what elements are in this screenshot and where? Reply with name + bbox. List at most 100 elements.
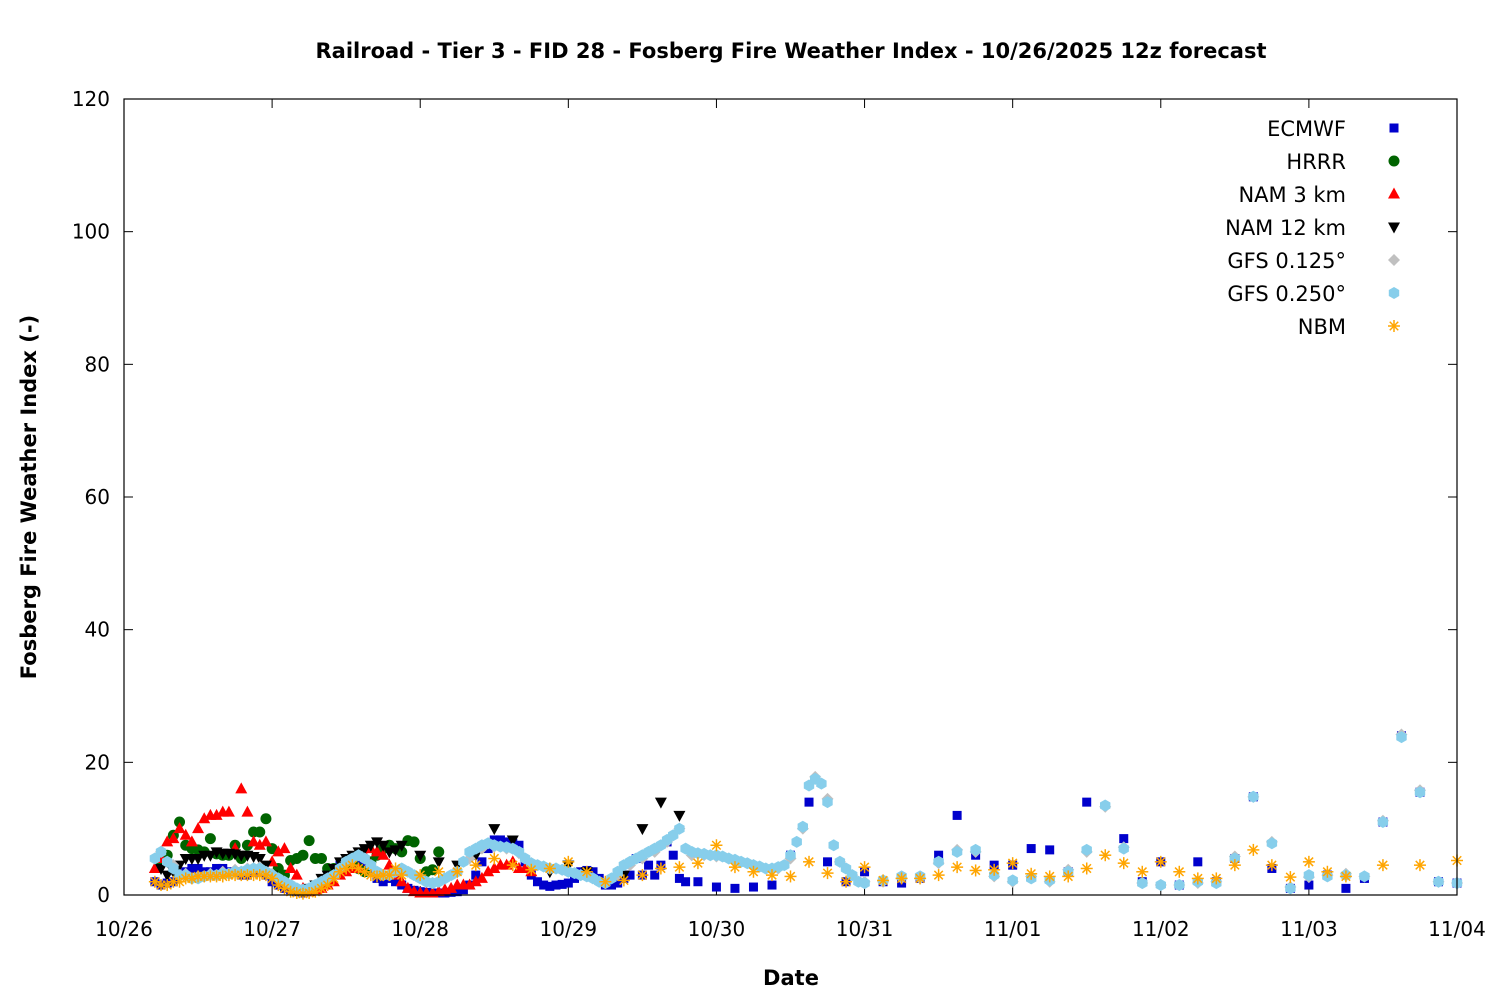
data-point [475, 871, 488, 883]
data-point [654, 797, 667, 809]
data-point [673, 810, 686, 822]
data-point [1228, 859, 1241, 872]
data-point [1100, 799, 1111, 812]
y-tick-label: 100 [72, 220, 110, 244]
data-point [495, 835, 505, 845]
data-point [1413, 859, 1426, 872]
y-tick-label: 120 [72, 87, 110, 111]
y-tick-label: 80 [85, 352, 110, 376]
data-point [765, 869, 778, 882]
data-point [204, 850, 217, 862]
data-point [352, 862, 365, 875]
data-point [445, 881, 458, 893]
x-tick-label: 10/31 [836, 917, 894, 941]
chart-title: Railroad - Tier 3 - FID 28 - Fosberg Fir… [315, 39, 1266, 63]
data-point [395, 869, 408, 882]
data-point [599, 875, 612, 888]
legend-marker [1389, 123, 1399, 133]
data-point [235, 782, 248, 794]
legend-label: NBM [1298, 315, 1346, 339]
data-point [1137, 877, 1148, 890]
data-point [674, 873, 684, 883]
data-point [198, 812, 211, 824]
data-point [297, 849, 309, 861]
data-point [691, 857, 704, 870]
data-point [1118, 842, 1129, 855]
data-point [1173, 865, 1186, 878]
data-point [241, 805, 254, 817]
data-point [408, 836, 420, 848]
data-point [414, 869, 427, 882]
data-point [469, 859, 482, 872]
data-point [970, 843, 981, 856]
data-point [791, 835, 802, 848]
data-point [395, 840, 408, 852]
data-point [636, 824, 649, 836]
data-point [278, 882, 291, 895]
data-point [551, 880, 561, 890]
data-point [360, 860, 370, 870]
x-tick-label: 11/03 [1280, 917, 1338, 941]
data-point [828, 839, 839, 852]
data-point [458, 885, 468, 895]
data-point [469, 875, 482, 887]
data-point [952, 810, 962, 820]
data-point [354, 857, 364, 867]
data-point [204, 833, 216, 845]
data-point [613, 878, 623, 888]
data-point [932, 869, 945, 882]
data-point [451, 865, 464, 878]
data-point [823, 857, 833, 867]
plot-border [123, 98, 1458, 896]
legend-marker [1388, 222, 1400, 234]
legend-marker [1388, 320, 1400, 332]
data-point [822, 796, 833, 809]
data-point [377, 848, 390, 860]
data-point [1303, 869, 1315, 882]
data-point [562, 855, 575, 868]
data-point [1045, 845, 1055, 855]
data-point [173, 822, 186, 834]
data-point [210, 808, 223, 820]
data-point [278, 842, 291, 854]
data-point [346, 859, 359, 872]
data-point [951, 845, 963, 858]
data-point [389, 845, 402, 857]
data-point [477, 857, 487, 867]
data-point [988, 863, 1001, 876]
data-point [358, 865, 371, 878]
data-point [1376, 859, 1389, 872]
series-nbm [148, 839, 1463, 900]
legend-label: GFS 0.125° [1227, 249, 1346, 273]
data-point [543, 862, 556, 875]
data-point [1304, 880, 1314, 890]
x-tick-label: 10/27 [243, 917, 301, 941]
y-tick-label: 60 [85, 485, 110, 509]
data-point [514, 840, 524, 850]
data-point [1285, 882, 1296, 895]
data-point [192, 822, 205, 834]
data-point [222, 805, 235, 817]
data-point [414, 850, 427, 862]
data-point [1339, 870, 1352, 883]
data-point [506, 835, 519, 847]
legend: ECMWF HRRR NAM 3 km NAM 12 km GFS 0.125° GFS … [1225, 117, 1400, 339]
data-point [644, 860, 654, 870]
data-point [482, 865, 495, 877]
data-point [315, 853, 327, 865]
data-point [488, 824, 501, 836]
data-point [253, 854, 266, 866]
data-point [371, 845, 384, 857]
x-axis-label: Date [763, 966, 819, 990]
data-point [804, 797, 814, 807]
data-point [1174, 879, 1185, 891]
legend-label: NAM 3 km [1238, 183, 1346, 207]
data-point [934, 850, 944, 860]
data-point [588, 867, 598, 877]
y-tick-label: 40 [85, 618, 110, 642]
data-point [488, 852, 501, 865]
data-point [525, 863, 538, 876]
data-point [259, 869, 272, 882]
data-point [463, 878, 476, 890]
